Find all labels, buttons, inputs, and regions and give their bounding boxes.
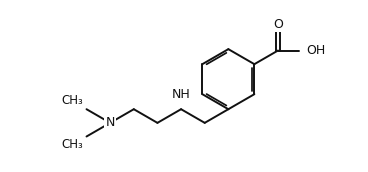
Text: N: N	[106, 116, 115, 129]
Text: OH: OH	[307, 44, 326, 57]
Text: O: O	[273, 18, 283, 31]
Text: CH₃: CH₃	[61, 94, 83, 108]
Text: NH: NH	[172, 88, 191, 101]
Text: CH₃: CH₃	[61, 138, 83, 151]
